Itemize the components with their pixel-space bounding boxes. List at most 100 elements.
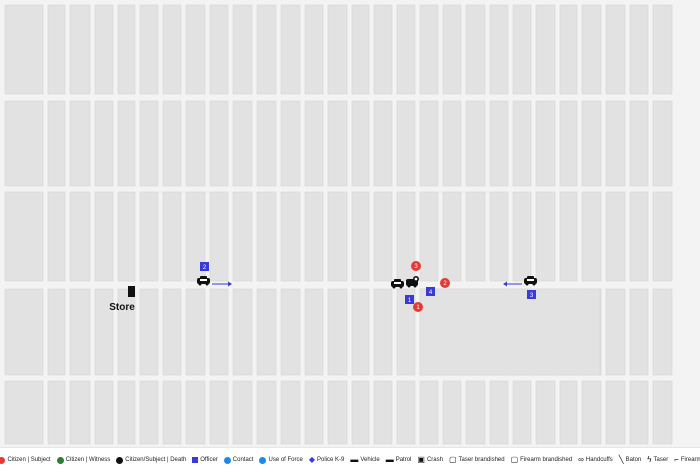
city-block [351,100,370,187]
city-block [94,288,114,376]
city-block [605,4,626,95]
vehicle-icon [391,279,404,289]
city-block [69,191,91,282]
circle-icon [223,456,231,464]
legend-label: Baton [625,457,642,463]
city-block [605,191,626,282]
city-block [47,380,66,445]
city-block [465,100,486,187]
circle-icon [0,456,6,464]
city-block [304,288,324,376]
legend-item: ▬ Patrol [386,456,412,464]
city-block [652,4,673,95]
city-block [442,380,462,445]
city-block [280,100,301,187]
city-block [535,100,556,187]
city-block [327,288,348,376]
city-block [162,191,182,282]
legend-item: ⌐ Firearm [674,456,700,464]
city-block [185,100,206,187]
legend-label: Citizen/Subject | Death [125,457,187,463]
subject-marker[interactable]: 2 [440,278,450,288]
city-block [185,4,206,95]
city-block [256,288,277,376]
legend-item: ∞ Handcuffs [578,456,613,464]
legend-label: Taser brandished [458,457,505,463]
legend-label: Patrol [395,457,412,463]
city-block [629,100,649,187]
patrol-car-icon [197,276,210,286]
subject-label: 1 [416,305,420,311]
city-block [629,288,649,376]
city-block [47,288,66,376]
city-block [465,380,486,445]
bolt-icon: ϟ [647,455,652,464]
legend-item: ╲ Baton [619,456,642,464]
officer-marker[interactable]: 1 [405,295,414,304]
officer-label: 3 [530,293,534,299]
city-block [512,380,532,445]
city-block [117,191,136,282]
city-block [209,191,229,282]
square-icon [192,457,199,463]
officer-marker[interactable]: 4 [426,287,435,296]
city-block [396,100,416,187]
street-map[interactable]: Store 2 3 2 1 [0,0,700,447]
city-block [652,380,673,445]
subject-label: 2 [443,281,447,287]
circle-icon [56,456,64,464]
city-block [209,380,229,445]
city-block [559,191,578,282]
city-block [256,100,277,187]
city-block [304,100,324,187]
city-block [327,4,348,95]
city-block [419,191,439,282]
city-block [185,191,206,282]
city-block [4,4,44,95]
legend-label: Use of Force [268,457,303,463]
map-legend: Citizen | Subject Citizen | Witness Citize… [0,447,700,472]
patrol-icon: ▬ [385,455,394,464]
city-block [162,380,182,445]
city-block [185,288,206,376]
city-block [162,288,182,376]
city-block [581,380,602,445]
legend-label: Citizen | Witness [65,457,111,463]
city-block [280,380,301,445]
city-block [489,4,509,95]
city-block [442,100,462,187]
city-block [442,4,462,95]
city-block [419,288,601,376]
subject-marker[interactable]: 3 [411,261,421,271]
legend-label: Firearm brandished [520,457,573,463]
city-block [512,191,532,282]
baton-icon: ╲ [618,455,624,464]
city-block [373,100,393,187]
city-block [69,100,91,187]
city-block [47,100,66,187]
legend-item: ϟ Taser [647,456,668,464]
legend-label: Firearm [680,457,700,463]
city-block [559,380,578,445]
legend-label: Contact [232,457,254,463]
subject-marker[interactable]: 1 [413,302,423,312]
city-block [581,191,602,282]
city-block [351,191,370,282]
city-block [629,380,649,445]
city-block [535,4,556,95]
officer-label: 4 [429,290,433,296]
city-block [373,288,393,376]
city-block [419,4,439,95]
city-block [209,100,229,187]
subject-label: 3 [414,264,418,270]
officer-marker[interactable]: 3 [527,290,536,299]
city-block [139,191,159,282]
direction-arrow-icon [503,281,522,287]
city-block [94,100,114,187]
officer-marker[interactable]: 2 [200,262,209,271]
officer-label: 2 [203,265,207,271]
city-block [581,4,602,95]
city-block [117,288,136,376]
city-block [209,288,229,376]
legend-item: ▬ Vehicle [350,456,379,464]
